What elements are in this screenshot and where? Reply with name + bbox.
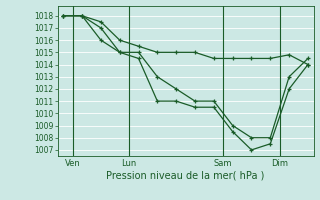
X-axis label: Pression niveau de la mer( hPa ): Pression niveau de la mer( hPa ) [107,171,265,181]
